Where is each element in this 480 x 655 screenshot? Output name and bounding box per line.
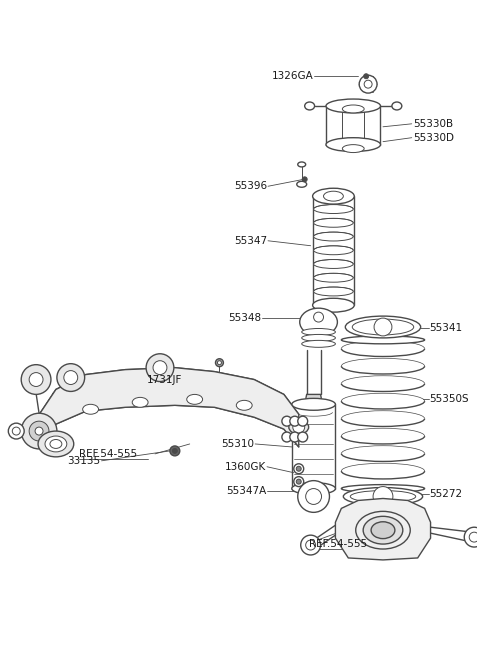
Circle shape [29, 373, 43, 386]
Ellipse shape [313, 259, 353, 269]
Polygon shape [336, 498, 431, 560]
Circle shape [374, 318, 392, 336]
Text: 55330B: 55330B [413, 119, 453, 129]
Circle shape [8, 423, 24, 439]
Text: 55350S: 55350S [430, 394, 469, 404]
Ellipse shape [132, 398, 148, 407]
Ellipse shape [342, 145, 364, 153]
Text: 55310: 55310 [221, 439, 254, 449]
Circle shape [294, 464, 304, 474]
Circle shape [300, 535, 321, 555]
Ellipse shape [313, 287, 353, 296]
Text: REF.54-555: REF.54-555 [79, 449, 137, 459]
Circle shape [302, 177, 307, 182]
Ellipse shape [50, 440, 62, 449]
Text: 55330D: 55330D [413, 133, 454, 143]
Circle shape [296, 466, 301, 471]
Ellipse shape [392, 102, 402, 110]
Text: 55348: 55348 [228, 313, 261, 323]
Circle shape [282, 416, 292, 426]
Text: 1360GK: 1360GK [225, 462, 266, 472]
Ellipse shape [352, 319, 414, 335]
Ellipse shape [45, 436, 67, 452]
Circle shape [216, 359, 223, 367]
Circle shape [373, 487, 393, 506]
Ellipse shape [345, 316, 420, 338]
Ellipse shape [324, 191, 343, 201]
Ellipse shape [38, 431, 74, 457]
Text: 1326GA: 1326GA [272, 71, 313, 81]
Circle shape [306, 540, 315, 550]
Circle shape [35, 427, 43, 435]
Circle shape [170, 446, 180, 456]
Ellipse shape [236, 400, 252, 410]
Circle shape [21, 413, 57, 449]
Ellipse shape [289, 420, 309, 434]
Ellipse shape [312, 188, 354, 204]
Circle shape [359, 75, 377, 93]
Circle shape [298, 416, 308, 426]
Ellipse shape [341, 485, 425, 493]
Ellipse shape [363, 516, 403, 544]
Circle shape [57, 364, 84, 392]
Circle shape [29, 421, 49, 441]
Ellipse shape [313, 273, 353, 282]
Text: 1731JF: 1731JF [146, 375, 182, 384]
Ellipse shape [292, 483, 336, 495]
Ellipse shape [300, 308, 337, 336]
Ellipse shape [341, 336, 425, 344]
Text: 33135: 33135 [67, 456, 100, 466]
Polygon shape [36, 367, 299, 447]
Ellipse shape [302, 341, 336, 347]
Circle shape [172, 449, 177, 453]
Ellipse shape [356, 512, 410, 549]
Ellipse shape [298, 162, 306, 167]
Ellipse shape [313, 218, 353, 227]
Ellipse shape [305, 102, 314, 110]
Text: 55396: 55396 [234, 181, 267, 191]
Ellipse shape [313, 204, 353, 214]
Circle shape [464, 527, 480, 547]
Circle shape [290, 416, 300, 426]
Ellipse shape [326, 138, 381, 151]
Ellipse shape [83, 404, 98, 414]
Circle shape [217, 361, 221, 365]
Polygon shape [305, 394, 323, 404]
Circle shape [469, 532, 479, 542]
Circle shape [298, 481, 329, 512]
Circle shape [64, 371, 78, 384]
Text: 55347A: 55347A [226, 485, 266, 496]
Text: 55341: 55341 [430, 323, 463, 333]
Ellipse shape [187, 394, 203, 404]
Ellipse shape [292, 398, 336, 410]
Circle shape [298, 432, 308, 442]
Circle shape [296, 479, 301, 484]
Ellipse shape [313, 246, 353, 255]
Ellipse shape [371, 522, 395, 538]
Ellipse shape [302, 329, 336, 335]
Circle shape [153, 361, 167, 375]
Ellipse shape [326, 99, 381, 113]
Ellipse shape [343, 487, 422, 506]
Ellipse shape [312, 298, 354, 312]
Ellipse shape [342, 105, 364, 113]
Ellipse shape [297, 181, 307, 187]
Text: 55347: 55347 [234, 236, 267, 246]
Circle shape [146, 354, 174, 381]
Circle shape [364, 74, 369, 79]
Circle shape [364, 80, 372, 88]
Circle shape [21, 365, 51, 394]
Text: REF.54-555: REF.54-555 [309, 539, 367, 549]
Ellipse shape [350, 491, 416, 502]
Ellipse shape [302, 335, 336, 341]
Circle shape [313, 312, 324, 322]
Circle shape [294, 477, 304, 487]
Text: 55272: 55272 [430, 489, 463, 498]
Circle shape [306, 489, 322, 504]
Circle shape [290, 432, 300, 442]
Ellipse shape [313, 232, 353, 241]
Circle shape [282, 432, 292, 442]
Circle shape [293, 421, 305, 433]
Circle shape [12, 427, 20, 435]
